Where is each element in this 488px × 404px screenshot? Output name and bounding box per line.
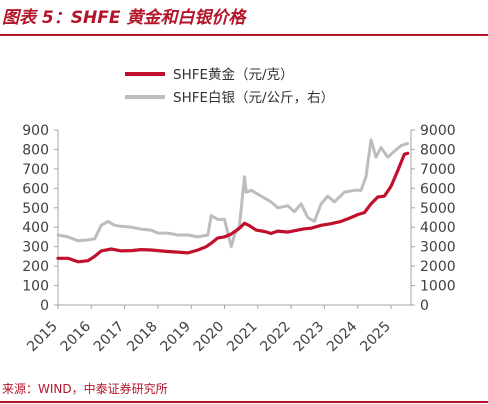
- right-axis-tick-label: 5000: [420, 201, 456, 217]
- left-axis-tick-label: 500: [22, 201, 49, 217]
- source-note: 来源：WIND，中泰证券研究所: [2, 382, 168, 396]
- bottom-divider: [0, 401, 488, 403]
- x-axis-tick-label: 2022: [257, 319, 294, 356]
- price-line-chart: SHFE黄金（元/克） SHFE白银（元/公斤，右） 0 100 200 300 400 5…: [22, 67, 456, 356]
- legend-label-silver: SHFE白银（元/公斤，右）: [173, 90, 334, 106]
- right-axis-tick-label: 6000: [420, 181, 456, 197]
- x-axis-tick-label: 2019: [158, 319, 195, 356]
- x-axis-tick-label: 2023: [291, 319, 328, 356]
- right-axis-tick-label: 3000: [420, 240, 456, 256]
- left-axis-tick-label: 200: [22, 259, 49, 275]
- right-axis-tick-label: 0: [420, 298, 429, 314]
- chart-series: [56, 138, 410, 264]
- x-axis-tick-label: 2020: [191, 319, 228, 356]
- right-axis-tick-label: 8000: [420, 142, 456, 158]
- right-axis-tick-label: 7000: [420, 162, 456, 178]
- right-axis-tick-label: 1000: [420, 279, 456, 295]
- x-axis-tick-label: 2018: [124, 319, 161, 356]
- left-axis-tick-label: 700: [22, 162, 49, 178]
- left-axis-tick-label: 300: [22, 240, 49, 256]
- legend-label-gold: SHFE黄金（元/克）: [173, 67, 294, 83]
- x-axis-tick-label: 2015: [24, 319, 61, 356]
- left-axis-tick-label: 400: [22, 220, 49, 236]
- silver-price-line: [56, 138, 410, 249]
- left-axis-tick-label: 900: [22, 123, 49, 139]
- x-axis-tick-label: 2021: [224, 319, 261, 356]
- chart-legend: SHFE黄金（元/克） SHFE白银（元/公斤，右）: [125, 67, 334, 106]
- x-axis-tick-label: 2017: [91, 319, 128, 356]
- right-axis-tick-label: 2000: [420, 259, 456, 275]
- x-axis-tick-label: 2024: [324, 318, 361, 355]
- x-axis-tick-label: 2016: [58, 318, 95, 355]
- left-axis-tick-label: 800: [22, 142, 49, 158]
- title-divider: [0, 34, 488, 36]
- right-axis-tick-label: 9000: [420, 123, 456, 139]
- left-axis-tick-label: 100: [22, 279, 49, 295]
- gold-price-line: [56, 151, 410, 264]
- left-axis-tick-label: 600: [22, 181, 49, 197]
- figure-title: 图表 5：SHFE 黄金和白银价格: [2, 8, 246, 28]
- right-axis-tick-label: 4000: [420, 220, 456, 236]
- left-axis-tick-label: 0: [40, 298, 49, 314]
- x-axis-tick-label: 2025: [357, 319, 394, 356]
